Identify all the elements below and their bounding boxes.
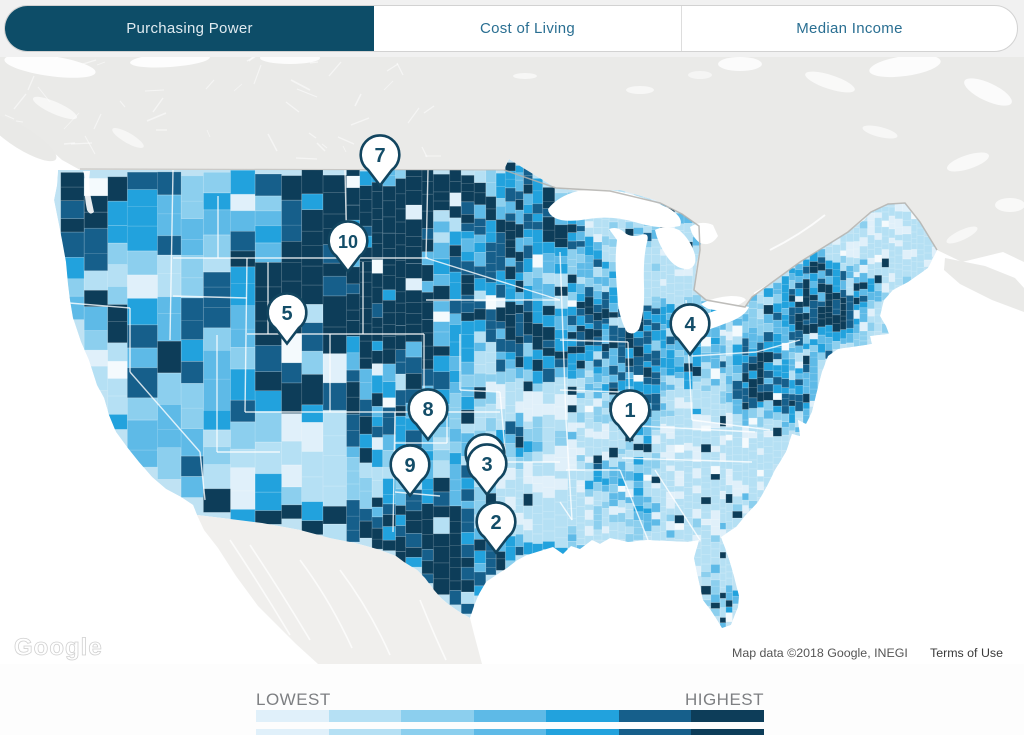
svg-text:5: 5 xyxy=(281,303,292,325)
svg-text:2: 2 xyxy=(490,512,501,534)
svg-text:7: 7 xyxy=(374,145,385,167)
svg-text:1: 1 xyxy=(624,400,635,422)
svg-text:10: 10 xyxy=(338,232,358,252)
svg-text:8: 8 xyxy=(422,399,433,421)
svg-text:Map data ©2018 Google, INEGI: Map data ©2018 Google, INEGI xyxy=(732,646,908,660)
svg-text:9: 9 xyxy=(404,455,415,477)
svg-text:Terms of Use: Terms of Use xyxy=(930,646,1003,660)
svg-text:4: 4 xyxy=(684,314,696,336)
svg-text:Google: Google xyxy=(14,634,103,661)
svg-text:3: 3 xyxy=(481,454,492,476)
